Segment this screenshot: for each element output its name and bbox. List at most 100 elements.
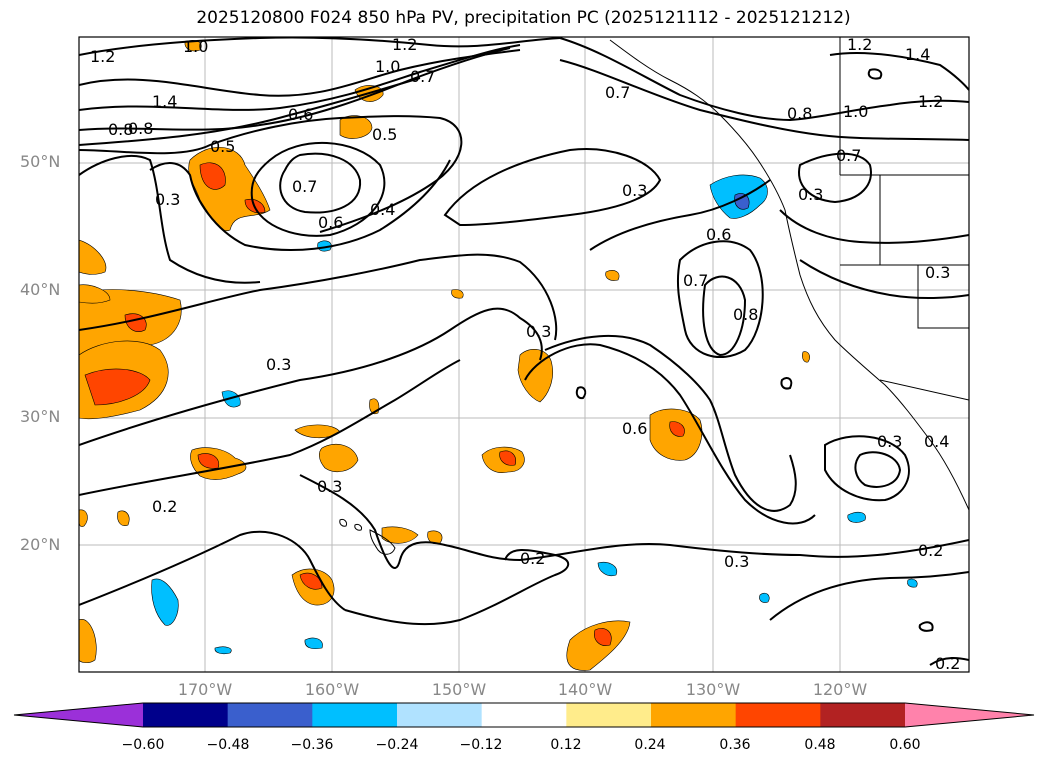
precip-patch [517, 348, 553, 403]
pv-contour-0-3-lower [79, 307, 543, 446]
colorbar-segment [481, 703, 567, 727]
colorbar-tick-label: −0.12 [459, 737, 503, 753]
pv-contour-0-6-east [589, 179, 771, 251]
lon-label-170w: 170°W [177, 680, 233, 699]
pv-contour-small [575, 386, 587, 400]
colorbar-segment [735, 703, 821, 727]
contour-label: 0.3 [317, 477, 342, 496]
contour-label: 0.2 [152, 497, 177, 516]
precip-patch [566, 620, 631, 671]
state-border [917, 265, 969, 329]
contour-label: 0.6 [318, 213, 343, 232]
precip-core [84, 368, 151, 406]
pv-contour-0-2 [79, 359, 461, 496]
hawaii-island [354, 524, 362, 531]
pv-contour-0-3-west [79, 155, 261, 284]
precip-negative [907, 578, 918, 588]
contour-label: 0.7 [605, 83, 630, 102]
contour-label: 0.3 [877, 432, 902, 451]
contour-label: 0.7 [292, 177, 317, 196]
colorbar-segment [227, 703, 313, 727]
pv-contour-0-2-sw [79, 530, 346, 611]
us-mexico-border [879, 379, 969, 401]
pv-contour-0-2-corner [929, 657, 969, 666]
contour-label: 0.8 [128, 119, 153, 138]
pv-contour-0-6 [250, 142, 386, 237]
precip-patch [79, 284, 111, 304]
hawaii-island [339, 519, 347, 527]
precip-negative [214, 646, 232, 655]
precip-patch [117, 510, 130, 526]
contour-label: 0.4 [924, 432, 949, 451]
contour-label: 1.0 [183, 37, 208, 56]
hawaii-island [369, 529, 396, 555]
colorbar-extend-low [14, 703, 143, 727]
colorbar-segment [312, 703, 398, 727]
contour-label: 0.6 [288, 105, 313, 124]
pv-contour-0-7-east [676, 240, 764, 359]
colorbar-tick-label: −0.24 [375, 737, 419, 753]
contour-label: 1.0 [843, 102, 868, 121]
pv-contour-0-5 [79, 115, 463, 233]
contour-label: 0.3 [724, 552, 749, 571]
contour-label: 0.3 [526, 322, 551, 341]
colorbar-segment [143, 703, 229, 727]
contour-label: 0.3 [798, 185, 823, 204]
pv-contour-1-2-north [829, 52, 969, 91]
precip-negative [847, 511, 866, 523]
contour-label: 0.2 [918, 541, 943, 560]
pv-contour-1-4 [79, 49, 521, 97]
precip-patch [79, 239, 107, 275]
pv-contour-0-4 [149, 159, 451, 251]
colorbar-tick-label: 0.60 [889, 737, 921, 753]
colorbar-segment [651, 703, 737, 727]
colorbar-tick-label: −0.60 [121, 737, 165, 753]
precip-patch [381, 526, 419, 544]
colorbar-tick-label: 0.48 [804, 737, 836, 753]
pv-contour-0-5-ne [779, 209, 969, 244]
contour-label: 0.8 [787, 104, 812, 123]
precip-patch [605, 270, 620, 281]
precip-patch [319, 444, 359, 473]
coastlines [339, 37, 969, 555]
pv-contours [79, 37, 969, 666]
contour-label: 0.5 [210, 137, 235, 156]
contour-label: 0.7 [683, 271, 708, 290]
pv-contour-small [867, 68, 883, 80]
lon-label-130w: 130°W [685, 680, 741, 699]
pv-contour-0-3-mid [79, 253, 558, 341]
precip-negative [304, 637, 323, 650]
colorbar-extend-high [905, 703, 1034, 727]
contour-label: 0.2 [935, 654, 960, 673]
pv-contour-inner-se [854, 451, 902, 488]
contour-label: 1.4 [905, 45, 930, 64]
lat-label-20n: 20°N [20, 535, 61, 554]
pv-contour-1-0 [79, 44, 521, 111]
precip-negative [597, 561, 618, 577]
pv-contour-0-7-north [559, 59, 969, 141]
north-america-coastline [609, 39, 969, 511]
pv-contour-0-5-south [524, 343, 816, 525]
map-plot: 1.2 1.0 1.4 1.2 1.0 0.7 0.6 0.8 0.5 0.5 … [78, 36, 970, 673]
pv-contour-0-8 [79, 47, 511, 131]
precip-patch [802, 351, 810, 363]
pv-contour-small [780, 377, 793, 390]
colorbar-segment [397, 703, 483, 727]
lat-label-50n: 50°N [20, 152, 61, 171]
contour-label: 0.5 [372, 125, 397, 144]
contour-label: 0.7 [836, 146, 861, 165]
lat-label-40n: 40°N [20, 280, 61, 299]
contour-label: 0.8 [733, 305, 758, 324]
lon-label-140w: 140°W [557, 680, 613, 699]
contour-label: 0.3 [266, 355, 291, 374]
colorbar-tick-label: 0.36 [719, 737, 751, 753]
lon-label-150w: 150°W [431, 680, 487, 699]
pv-contour-small [918, 621, 934, 632]
pv-contour-0-3-se [769, 571, 969, 621]
contour-label: 0.6 [622, 419, 647, 438]
colorbar-tick-label: 0.12 [550, 737, 582, 753]
precip-negative [759, 592, 770, 603]
contour-label: 0.6 [706, 225, 731, 244]
pv-contour-0-2-south [344, 549, 570, 626]
pv-contour-1-2 [79, 37, 561, 56]
